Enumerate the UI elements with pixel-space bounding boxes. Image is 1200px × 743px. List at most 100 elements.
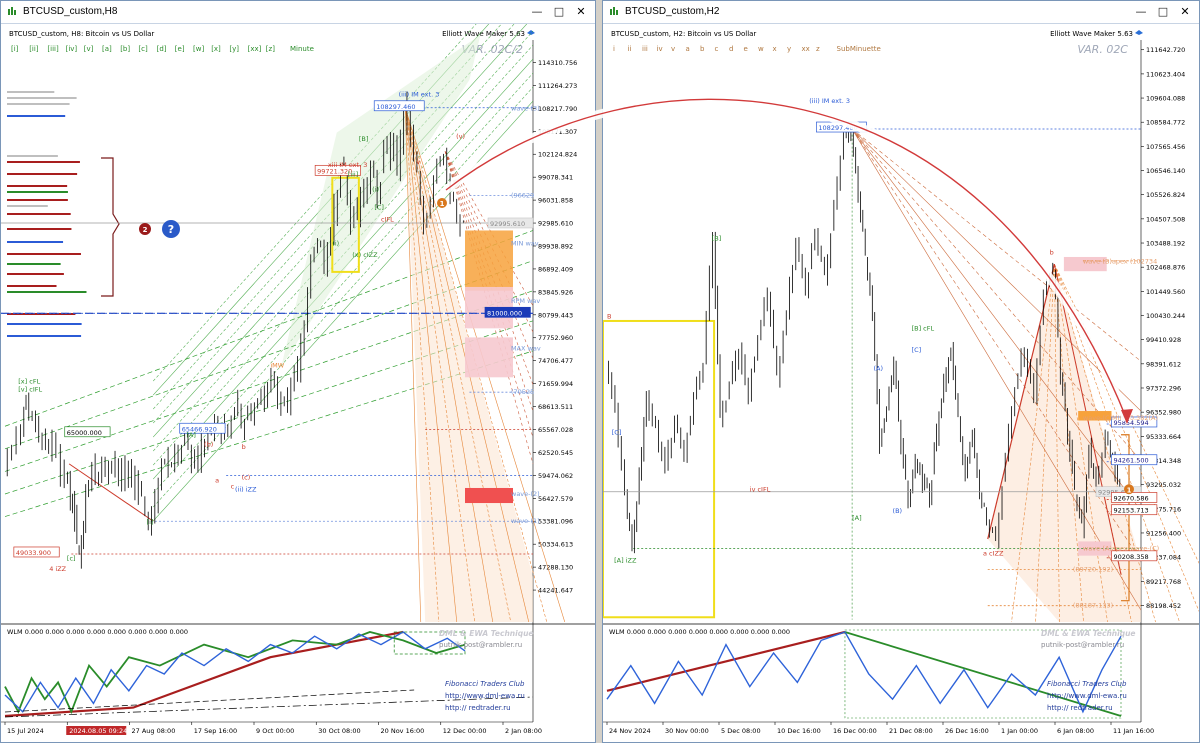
wave-button-4[interactable]: v — [671, 45, 675, 53]
wave-label: a cIZZ — [983, 550, 1004, 558]
wave-button-6[interactable]: b — [700, 45, 705, 53]
wave-button-6[interactable]: [b] — [120, 45, 130, 53]
credit-technique: DML & EWA Technique — [439, 629, 534, 638]
price-box-low-text: 49033.900 — [16, 549, 51, 557]
wave-button-12[interactable]: [y] — [229, 45, 239, 53]
wave-label: (ii) iZZ — [235, 486, 257, 494]
wave-button-14[interactable]: [z] — [266, 45, 275, 53]
title-bar[interactable]: BTCUSD_custom,H2 — □ ✕ — [603, 1, 1199, 24]
wave-button-13[interactable]: [xx] — [248, 45, 262, 53]
wave-label: [C] — [912, 346, 922, 354]
wave-label: (iii) IM ext. 3 — [399, 90, 440, 98]
chart-window-left[interactable]: BTCUSD_custom,H8 — □ ✕ BTCUSD_custom, H8… — [0, 0, 596, 743]
wave-button-13[interactable]: xx — [802, 45, 810, 53]
price-box-text: 108297.460 — [818, 124, 857, 132]
close-icon[interactable]: ✕ — [1175, 4, 1195, 20]
max-wave-zone — [465, 337, 513, 377]
wave-button-11[interactable]: x — [773, 45, 777, 53]
y-tick-label: 99410.928 — [1146, 336, 1181, 344]
wave-button-12[interactable]: y — [787, 45, 791, 53]
wave-button-9[interactable]: e — [744, 45, 748, 53]
wave-button-7[interactable]: [c] — [138, 45, 148, 53]
right-level-label: MAX wav — [511, 345, 541, 353]
y-tick-label: 47288.130 — [538, 564, 573, 572]
degree-label: SubMinuette — [837, 45, 881, 53]
wave-button-5[interactable]: a — [686, 45, 690, 53]
wave-button-0[interactable]: i — [613, 45, 615, 53]
chart-header: BTCUSD_custom, H8: Bitcoin vs US Dollar — [9, 30, 154, 38]
wave-label: [A] — [186, 431, 196, 439]
x-tick-label: 9 Oct 00:00 — [256, 727, 294, 735]
wave-label: xiii IM ext. 3 — [328, 161, 367, 169]
y-tick-label: 93295.032 — [1146, 481, 1181, 489]
credit-site: http://www.dml-ewa.ru — [445, 692, 525, 700]
wave-button-5[interactable]: [a] — [102, 45, 112, 53]
wave-label: iMW — [270, 362, 284, 370]
x-tick-label: 2024.08.05 09:24 — [69, 727, 127, 735]
wave-button-1[interactable]: [ii] — [29, 45, 39, 53]
right-level-label: (70525 — [511, 388, 534, 396]
title-bar[interactable]: BTCUSD_custom,H8 — □ ✕ — [1, 1, 595, 24]
wave-button-14[interactable]: z — [816, 45, 820, 53]
x-tick-label: 1 Jan 00:00 — [1001, 727, 1038, 735]
wave-label: a — [215, 477, 219, 485]
wave-button-0[interactable]: [i] — [11, 45, 19, 53]
y-tick-label: 104507.508 — [1146, 215, 1185, 223]
wave-button-4[interactable]: [v] — [84, 45, 94, 53]
wave-button-8[interactable]: d — [729, 45, 733, 53]
chart-header: BTCUSD_custom, H2: Bitcoin vs US Dollar — [611, 30, 756, 38]
wave-label: [B] — [712, 234, 722, 242]
wave-button-7[interactable]: c — [715, 45, 719, 53]
right-level-label: wave-(B)apex (102734 — [1083, 258, 1157, 266]
wave-button-10[interactable]: [w] — [193, 45, 204, 53]
x-tick-label: 27 Aug 08:00 — [132, 727, 176, 735]
right-level-label: (88187.133) — [1073, 602, 1113, 610]
wave-button-3[interactable]: [iv] — [66, 45, 78, 53]
yellow-box — [603, 321, 714, 617]
window-title: BTCUSD_custom,H8 — [23, 6, 117, 17]
maximize-icon[interactable]: □ — [1153, 4, 1173, 20]
hat-icon — [1135, 30, 1143, 35]
y-tick-label: 59474.062 — [538, 472, 573, 480]
y-tick-label: 83845.926 — [538, 288, 573, 296]
credit-club: Fibonacci Traders Club — [1047, 680, 1127, 688]
wave-label: [C] — [374, 203, 384, 211]
wave-button-2[interactable]: [iii] — [47, 45, 59, 53]
wave-button-3[interactable]: iv — [657, 45, 663, 53]
y-tick-label: 89217.768 — [1146, 578, 1181, 586]
subwindow-label: WLM 0.000 0.000 0.000 0.000 0.000 0.000 … — [609, 628, 790, 636]
marker-1-text: 1 — [440, 200, 445, 208]
x-tick-label: 30 Nov 00:00 — [665, 727, 709, 735]
x-tick-label: 11 Jan 16:00 — [1113, 727, 1154, 735]
wave-label: [iii] — [348, 170, 359, 178]
marker-2-text: 2 — [143, 226, 148, 234]
wave-label: (iii) IM ext. 3 — [809, 97, 850, 105]
right-level-label: wave-(2) — [511, 490, 540, 498]
wave-label: (A) — [874, 365, 884, 373]
y-tick-label: 108217.790 — [538, 105, 577, 113]
y-tick-label: 53381.096 — [538, 518, 573, 526]
current-price-label: 92995.610 — [490, 220, 525, 228]
minimize-icon[interactable]: — — [1131, 4, 1151, 20]
right-level-label: (89720.192) — [1073, 565, 1113, 573]
min-wave-zone — [465, 230, 513, 290]
credit-club: Fibonacci Traders Club — [445, 680, 525, 688]
y-tick-label: 109604.088 — [1146, 95, 1185, 103]
wave-button-1[interactable]: ii — [628, 45, 632, 53]
chart-window-right[interactable]: BTCUSD_custom,H2 — □ ✕ BTCUSD_custom, H2… — [602, 0, 1200, 743]
price-chart-right[interactable]: BTCUSD_custom, H2: Bitcoin vs US Dollar E… — [603, 24, 1199, 743]
maximize-icon[interactable]: □ — [549, 4, 569, 20]
minimize-icon[interactable]: — — [527, 4, 547, 20]
wave-label: (b) — [204, 441, 213, 449]
wave-label: (i) — [332, 240, 339, 248]
price-chart-left[interactable]: BTCUSD_custom, H8: Bitcoin vs US Dollar E… — [1, 24, 595, 743]
wave-button-9[interactable]: [e] — [175, 45, 185, 53]
close-icon[interactable]: ✕ — [571, 4, 591, 20]
y-tick-label: 65567.028 — [538, 426, 573, 434]
wave-button-2[interactable]: iii — [642, 45, 648, 53]
wave-button-10[interactable]: w — [758, 45, 764, 53]
wave-button-8[interactable]: [d] — [157, 45, 167, 53]
right-level-label: (96629 — [511, 192, 534, 200]
y-tick-label: 107565.456 — [1146, 143, 1185, 151]
wave-button-11[interactable]: [x] — [211, 45, 221, 53]
